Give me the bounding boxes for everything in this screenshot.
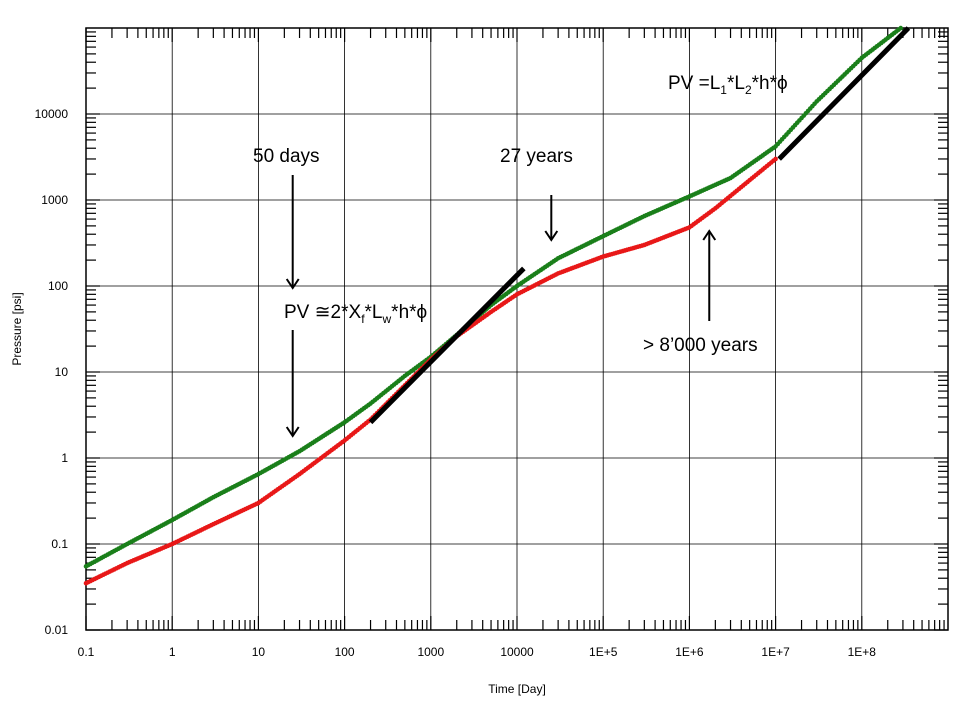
x-tick-label: 1E+6 [675, 645, 704, 659]
plot-frame [85, 27, 949, 631]
y-axis-title: Pressure [psi] [10, 292, 24, 365]
x-tick-label: 0.1 [78, 645, 95, 659]
annotation-1: 50 days [253, 146, 320, 167]
series-layer [83, 25, 904, 586]
x-axis-title: Time [Day] [488, 682, 546, 696]
arrow-50-days-upper-head [285, 278, 300, 290]
arrow-8000-years-head [702, 229, 717, 241]
slope-line [777, 26, 911, 161]
minor-ticks [85, 28, 948, 631]
annotation-4: > 8’000 years [643, 335, 758, 356]
y-tick-label: 0.01 [45, 623, 69, 637]
annotation-text: *L [727, 73, 745, 94]
x-tick-label: 100 [335, 645, 355, 659]
annotation-subscript: f [361, 312, 365, 326]
annotation-text: PV ≅2*X [284, 302, 362, 323]
annotation-arrows [285, 175, 717, 438]
x-tick-labels: 0.1 1 10 100 1000 10000 1E+5 1E+6 1E+7 1E+8 [78, 645, 877, 659]
y-tick-label: 1000 [41, 193, 68, 207]
annotation-subscript: 1 [720, 83, 727, 97]
annotation-5: PV =L1*L2*h*ϕ [668, 73, 788, 97]
slope-line [368, 266, 526, 425]
annotation-text: PV =L [668, 73, 720, 94]
annotation-text: *L [365, 302, 383, 323]
x-tick-label: 10 [252, 645, 266, 659]
data-point [773, 156, 778, 162]
y-tick-label: 10000 [35, 107, 69, 121]
x-tick-label: 1E+7 [761, 645, 790, 659]
annotation-subscript: w [382, 312, 392, 326]
y-tick-label: 0.1 [51, 537, 68, 551]
x-tick-label: 1 [169, 645, 176, 659]
slope-lines [368, 26, 911, 425]
y-tick-label: 100 [48, 279, 68, 293]
annotation-text: *h*ϕ [752, 73, 788, 94]
annotation-2: 27 years [500, 146, 573, 167]
x-tick-label: 1E+5 [589, 645, 618, 659]
y-tick-labels: 0.01 0.1 1 10 100 1000 10000 [35, 107, 69, 637]
data-series-2 [83, 156, 778, 586]
y-tick-label: 1 [61, 451, 68, 465]
annotation-3: PV ≅2*Xf*Lw*h*ϕ [284, 302, 427, 326]
data-point [898, 25, 904, 31]
annotation-text: *h*ϕ [391, 302, 427, 323]
annotation-subscript: 2 [745, 83, 752, 97]
arrow-50-days-lower-head [285, 426, 300, 438]
x-tick-label: 1E+8 [848, 645, 877, 659]
arrow-27-years-head [544, 230, 559, 242]
x-tick-label: 10000 [500, 645, 534, 659]
x-tick-label: 1000 [417, 645, 444, 659]
y-tick-label: 10 [55, 365, 69, 379]
